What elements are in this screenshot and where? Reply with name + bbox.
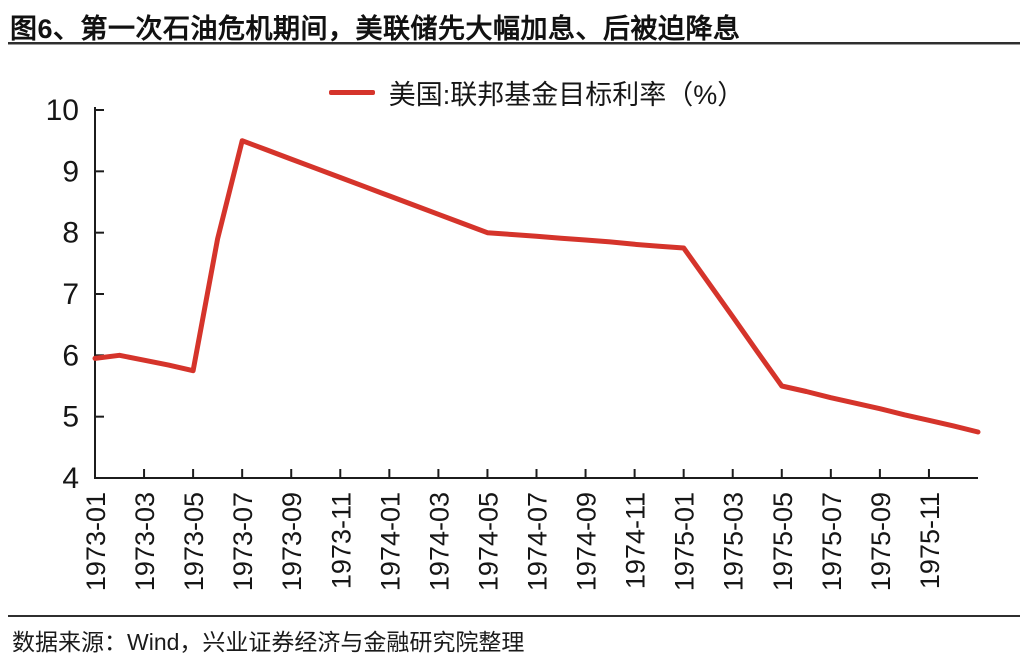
x-tick-label: 1974-11 bbox=[621, 492, 651, 589]
legend-label: 美国:联邦基金目标利率（%） bbox=[388, 79, 745, 110]
y-tick-label: 6 bbox=[62, 339, 79, 372]
data-source: 数据来源：Wind，兴业证券经济与金融研究院整理 bbox=[12, 629, 525, 655]
x-tick-label: 1975-11 bbox=[915, 492, 945, 589]
y-tick-label: 9 bbox=[62, 155, 79, 188]
x-tick-label: 1975-03 bbox=[719, 492, 749, 591]
x-tick-label: 1973-09 bbox=[277, 492, 307, 591]
x-tick-label: 1974-09 bbox=[572, 492, 602, 591]
x-tick-label: 1973-01 bbox=[81, 492, 111, 591]
x-tick-label: 1975-07 bbox=[817, 492, 847, 591]
rate-line-series bbox=[92, 138, 981, 435]
footer-divider bbox=[8, 615, 1020, 617]
x-tick-label: 1974-05 bbox=[473, 492, 503, 591]
legend-line-swatch bbox=[328, 89, 375, 95]
x-tick-label: 1973-03 bbox=[130, 492, 160, 591]
y-tick-label: 4 bbox=[62, 462, 79, 495]
y-tick-label: 10 bbox=[46, 94, 79, 127]
figure-title: 图6、第一次石油危机期间，美联储先大幅加息、后被迫降息 bbox=[10, 14, 741, 44]
y-tick-label: 5 bbox=[62, 401, 79, 434]
x-tick-label: 1975-01 bbox=[670, 492, 700, 591]
x-tick-label: 1975-05 bbox=[768, 492, 798, 591]
axis-lines bbox=[94, 107, 978, 479]
x-tick-label: 1974-07 bbox=[523, 492, 553, 591]
x-tick-label: 1973-11 bbox=[326, 492, 356, 589]
title-divider bbox=[8, 42, 1020, 45]
x-tick-label: 1975-09 bbox=[866, 492, 896, 591]
x-tick-label: 1973-07 bbox=[228, 492, 258, 591]
chart-legend: 美国:联邦基金目标利率（%） bbox=[95, 74, 978, 110]
x-tick-label: 1973-05 bbox=[179, 492, 209, 591]
x-tick-label: 1974-03 bbox=[424, 492, 454, 591]
y-tick-label: 7 bbox=[62, 278, 79, 311]
x-tick-label: 1974-01 bbox=[375, 492, 405, 591]
y-tick-label: 8 bbox=[62, 217, 79, 250]
